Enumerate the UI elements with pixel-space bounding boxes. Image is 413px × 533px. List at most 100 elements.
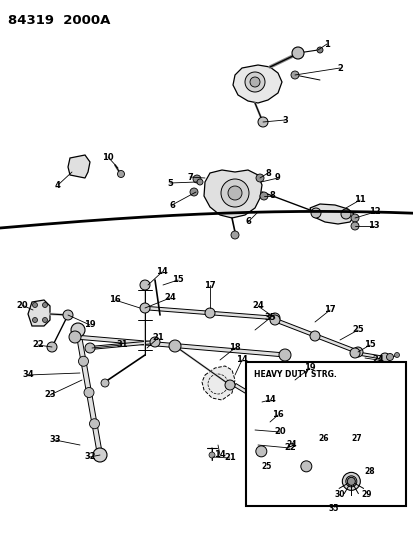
Text: 35: 35 — [263, 313, 275, 322]
Circle shape — [192, 175, 201, 183]
Text: 22: 22 — [283, 443, 295, 453]
Circle shape — [255, 446, 266, 457]
Circle shape — [291, 47, 303, 59]
Circle shape — [269, 315, 279, 325]
Text: 6: 6 — [244, 217, 250, 227]
Circle shape — [290, 71, 298, 79]
Text: 15: 15 — [363, 341, 375, 350]
Circle shape — [249, 77, 259, 87]
Circle shape — [224, 380, 235, 390]
Polygon shape — [75, 329, 102, 455]
Text: 14: 14 — [235, 356, 247, 365]
Text: 16: 16 — [109, 295, 121, 304]
Text: 14: 14 — [156, 268, 167, 277]
Text: 35: 35 — [328, 504, 338, 513]
Circle shape — [140, 303, 150, 313]
Text: 21: 21 — [223, 454, 235, 463]
Circle shape — [278, 349, 290, 361]
Text: 19: 19 — [304, 364, 315, 373]
Circle shape — [340, 209, 350, 219]
Polygon shape — [260, 449, 351, 483]
Text: 24: 24 — [164, 294, 176, 303]
Circle shape — [84, 387, 94, 398]
Text: 14: 14 — [263, 395, 275, 405]
Circle shape — [190, 188, 197, 196]
Text: 7: 7 — [187, 173, 192, 182]
Polygon shape — [145, 306, 275, 320]
Circle shape — [310, 208, 320, 218]
Circle shape — [69, 331, 81, 343]
Circle shape — [63, 310, 73, 320]
Polygon shape — [204, 170, 261, 218]
Circle shape — [347, 478, 354, 486]
Text: 6: 6 — [169, 200, 175, 209]
Text: 20: 20 — [273, 427, 285, 437]
Text: 19: 19 — [84, 320, 95, 329]
Polygon shape — [354, 352, 385, 359]
Circle shape — [47, 342, 57, 352]
Text: 31: 31 — [116, 341, 128, 350]
Polygon shape — [90, 341, 155, 350]
Text: 4: 4 — [55, 181, 61, 190]
Text: 10: 10 — [102, 152, 114, 161]
Polygon shape — [68, 155, 90, 178]
Circle shape — [309, 331, 319, 341]
Text: 18: 18 — [229, 343, 240, 352]
Text: 15: 15 — [172, 276, 183, 285]
Circle shape — [342, 472, 359, 490]
Text: 17: 17 — [323, 305, 335, 314]
Circle shape — [169, 340, 180, 352]
Circle shape — [345, 476, 356, 487]
Circle shape — [150, 337, 159, 347]
Circle shape — [228, 186, 242, 200]
Text: 22: 22 — [32, 341, 44, 350]
Text: 1: 1 — [323, 39, 329, 49]
Circle shape — [255, 174, 263, 182]
Circle shape — [266, 418, 273, 426]
Text: 11: 11 — [353, 196, 365, 205]
Text: 17: 17 — [204, 280, 215, 289]
Text: 2: 2 — [336, 63, 342, 72]
Text: 32: 32 — [84, 453, 95, 462]
Polygon shape — [233, 65, 281, 103]
Text: 27: 27 — [350, 434, 361, 443]
Circle shape — [93, 448, 107, 462]
Circle shape — [386, 353, 392, 360]
Polygon shape — [233, 384, 260, 401]
Circle shape — [257, 117, 267, 127]
Text: 5: 5 — [167, 179, 173, 188]
Circle shape — [394, 352, 399, 358]
Circle shape — [316, 47, 322, 53]
Circle shape — [350, 214, 358, 222]
Circle shape — [209, 452, 214, 458]
Circle shape — [230, 231, 238, 239]
Text: 21: 21 — [152, 334, 164, 343]
Circle shape — [221, 179, 248, 207]
Circle shape — [259, 192, 267, 200]
Text: 8: 8 — [268, 191, 274, 200]
Circle shape — [350, 222, 358, 230]
Text: 20: 20 — [16, 301, 28, 310]
Circle shape — [117, 171, 124, 177]
Circle shape — [244, 72, 264, 92]
Text: 33: 33 — [49, 435, 61, 445]
Circle shape — [43, 303, 47, 308]
Text: 26: 26 — [317, 434, 328, 443]
Text: 8: 8 — [264, 168, 270, 177]
Text: 23: 23 — [44, 391, 56, 400]
Bar — [246, 362, 405, 506]
Circle shape — [300, 461, 311, 472]
Polygon shape — [28, 300, 50, 326]
Text: 16: 16 — [271, 410, 283, 419]
Circle shape — [33, 303, 38, 308]
Polygon shape — [202, 366, 235, 400]
Circle shape — [255, 396, 267, 408]
Polygon shape — [75, 335, 285, 357]
Text: 3: 3 — [281, 116, 287, 125]
Circle shape — [71, 323, 85, 337]
Circle shape — [379, 353, 389, 363]
Circle shape — [101, 379, 109, 387]
Circle shape — [140, 280, 150, 290]
Text: 14: 14 — [214, 450, 225, 459]
Text: 29: 29 — [360, 490, 371, 499]
